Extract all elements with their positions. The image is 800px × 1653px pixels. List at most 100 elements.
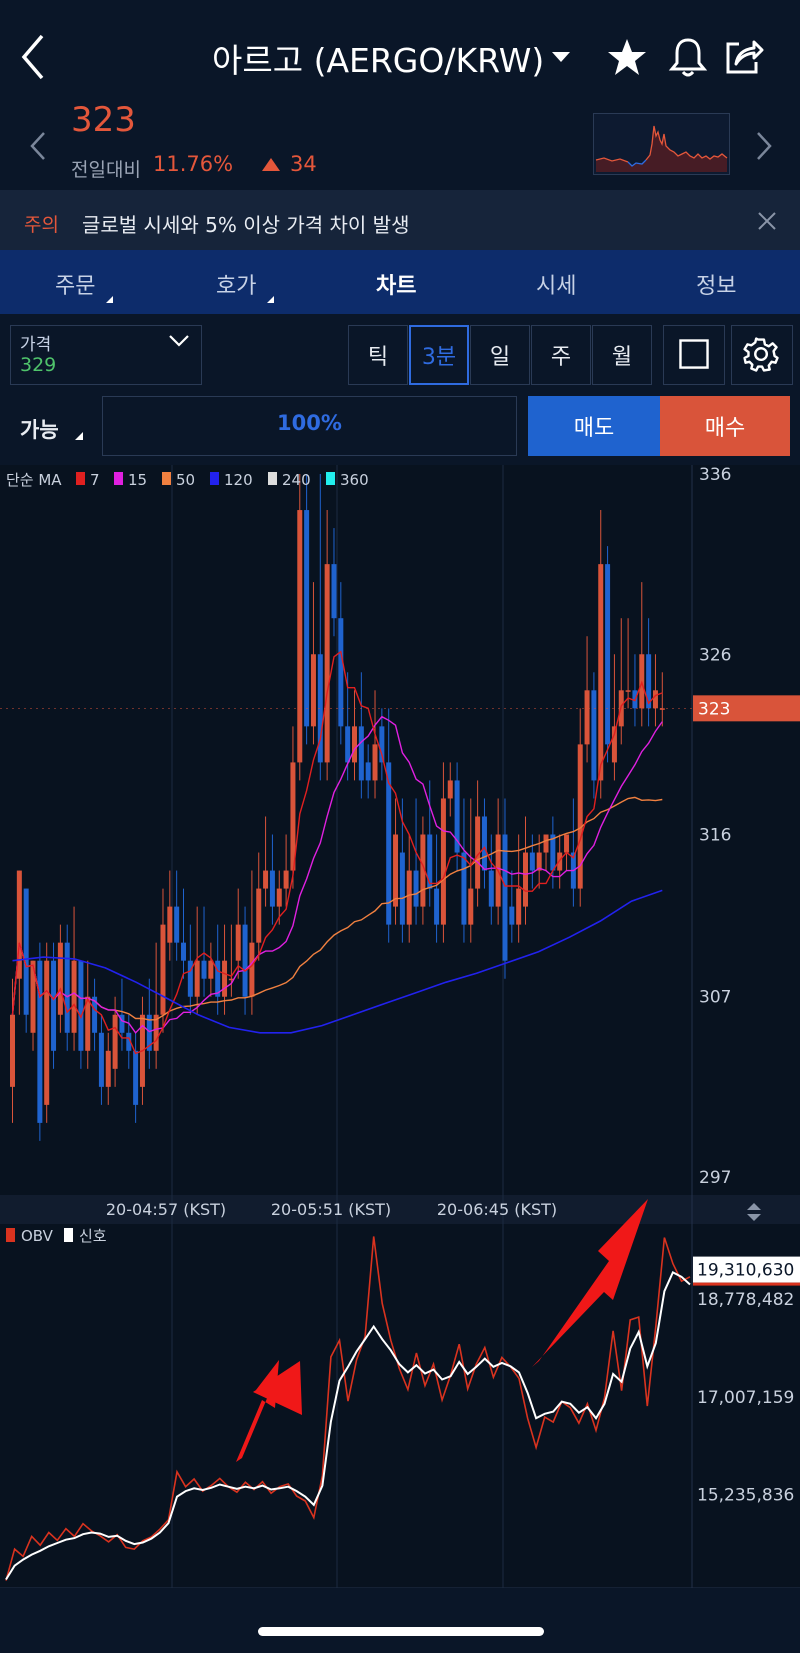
candle-body [611, 726, 617, 763]
candle-body [297, 510, 303, 763]
candle-body [358, 726, 364, 781]
candle-body [550, 834, 556, 871]
candle-body [51, 960, 57, 1051]
page-title[interactable]: 아르고 (AERGO/KRW) [212, 41, 545, 80]
candle-body [57, 942, 63, 1015]
buy-button[interactable]: 매수 [660, 396, 790, 456]
bell-icon[interactable] [668, 36, 708, 78]
obv-value-tag [693, 1256, 800, 1283]
tab-order[interactable]: 주문 [55, 274, 96, 299]
candle-body [352, 726, 357, 763]
ma120-line [12, 889, 663, 1034]
candle-body [523, 852, 528, 907]
percent-selector[interactable] [102, 396, 517, 456]
candle-body [598, 564, 604, 781]
candle-body [564, 834, 570, 853]
chart-background [0, 465, 800, 1588]
signal-legend-label: 신호 [79, 1227, 107, 1245]
candle-body [174, 906, 180, 943]
price-type-select[interactable] [10, 325, 202, 385]
star-icon[interactable] [606, 36, 648, 78]
interval-tick[interactable]: 틱 [348, 325, 408, 385]
obv-signal-line [5, 1271, 691, 1581]
candle-body [652, 690, 658, 709]
candle-body [194, 960, 200, 997]
close-icon[interactable] [756, 210, 778, 232]
candle-body [331, 564, 337, 619]
obv-tick-label: 17,007,159 [697, 1388, 794, 1408]
obv-legend-swatch [6, 1228, 15, 1242]
tab-chart[interactable]: 차트 [376, 274, 417, 299]
up-triangle-icon [262, 158, 280, 171]
candle-body [235, 924, 241, 961]
candle-body [71, 960, 77, 1033]
available-label[interactable]: 가능 [20, 418, 59, 442]
tab-orderbook-submenu-icon [267, 296, 274, 303]
candle-body [345, 726, 351, 763]
candle-body [269, 870, 275, 907]
home-indicator[interactable] [258, 1627, 544, 1636]
interval-week[interactable]: 주 [531, 325, 591, 385]
price-chart[interactable]: 336 326 316 307 297 단순 MA 7 15 50 120 240 360 323 20-… [0, 465, 800, 1588]
candle-body [577, 744, 583, 889]
candle-body [488, 870, 494, 907]
candle-body [591, 690, 597, 781]
header-bar [0, 0, 800, 115]
ma-legend-swatch [210, 472, 219, 485]
title-dropdown-icon[interactable] [552, 52, 570, 62]
candle-body [454, 780, 460, 853]
current-price-tag [693, 695, 800, 722]
chevron-down-icon[interactable] [168, 334, 190, 348]
candle-body [529, 852, 535, 871]
candle-body [187, 960, 193, 997]
tab-market[interactable]: 시세 [536, 274, 577, 299]
settings-button[interactable] [731, 325, 793, 385]
candle-body [625, 690, 631, 692]
candle-body [543, 834, 549, 853]
candle-body [379, 726, 385, 763]
ma-legend-title: 단순 MA [6, 471, 62, 489]
interval-month[interactable]: 월 [592, 325, 652, 385]
ma15-line [11, 715, 663, 1034]
price-tick-label: 307 [699, 988, 731, 1008]
fullscreen-button[interactable] [663, 325, 725, 385]
price-tick-label: 336 [699, 465, 731, 485]
prev-coin-icon[interactable] [28, 130, 48, 162]
candle-body [646, 654, 652, 709]
candle-body [167, 906, 173, 943]
available-dropdown-icon[interactable] [75, 432, 83, 440]
time-tick-label: 20-06:45 (KST) [437, 1200, 557, 1219]
next-coin-icon[interactable] [754, 130, 774, 162]
obv-legend-label: OBV [21, 1227, 54, 1245]
candle-body [338, 618, 344, 727]
back-arrow-icon[interactable] [14, 30, 54, 84]
candle-body [481, 816, 487, 871]
time-tick-label: 20-04:57 (KST) [106, 1200, 226, 1219]
notice-tag: 주의 [24, 214, 59, 236]
candle-body [276, 888, 282, 907]
tab-orderbook[interactable]: 호가 [216, 274, 257, 299]
annotation-arrow [532, 1199, 648, 1367]
percent-value: 100% [277, 411, 342, 435]
candle-body [502, 834, 508, 961]
candle-body [160, 924, 166, 1015]
share-icon[interactable] [724, 36, 764, 76]
ma-legend-label: 15 [128, 471, 147, 489]
signal-legend-swatch [64, 1228, 73, 1242]
current-price: 323 [71, 100, 136, 140]
candle-body [372, 744, 378, 781]
candle-body [222, 960, 228, 997]
candle-body [406, 870, 412, 925]
interval-3min[interactable]: 3분 [409, 325, 469, 385]
candle-body [98, 1032, 104, 1087]
candle-body [153, 1014, 159, 1051]
sell-button[interactable]: 매도 [528, 396, 660, 456]
candle-body [468, 888, 474, 925]
obv-tick-label: 18,778,482 [697, 1290, 794, 1310]
scale-down-icon [747, 1214, 761, 1221]
interval-day[interactable]: 일 [470, 325, 530, 385]
candle-body [386, 762, 392, 925]
notice-text: 글로벌 시세와 5% 이상 가격 차이 발생 [82, 213, 410, 237]
mini-price-chart[interactable] [593, 113, 730, 175]
tab-info[interactable]: 정보 [696, 274, 737, 299]
